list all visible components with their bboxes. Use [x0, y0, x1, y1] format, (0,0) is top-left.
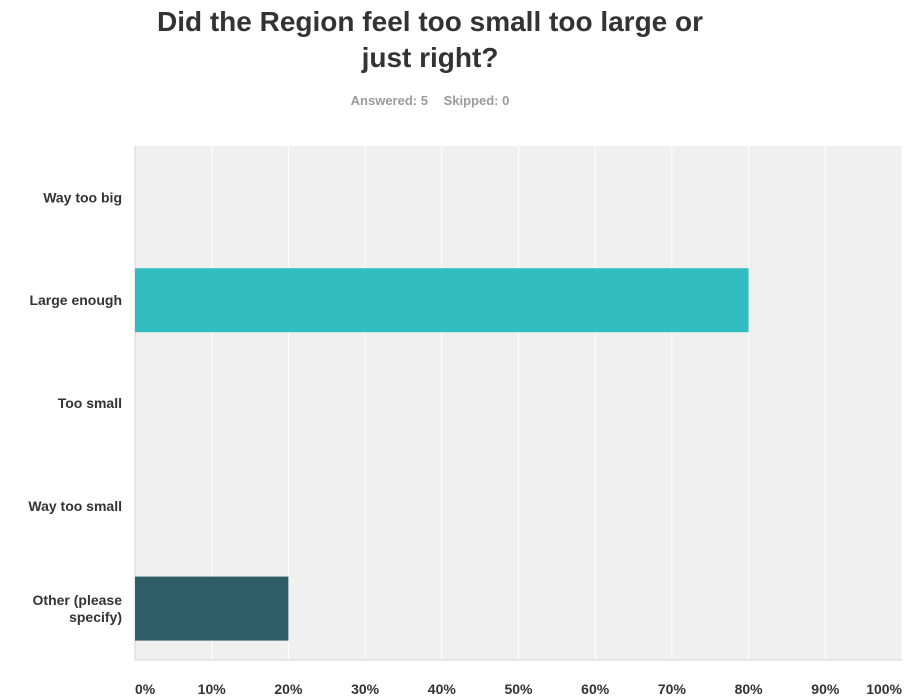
- category-label: specify): [69, 609, 122, 625]
- category-label: Other (please: [33, 592, 123, 608]
- bar: [135, 268, 749, 333]
- x-tick-label: 40%: [428, 681, 457, 697]
- x-tick-label: 0%: [135, 681, 156, 697]
- x-tick-label: 50%: [504, 681, 533, 697]
- chart-title: Did the Region feel too small too large …: [0, 4, 860, 76]
- x-tick-label: 20%: [274, 681, 303, 697]
- x-tick-label: 80%: [735, 681, 764, 697]
- category-label: Too small: [58, 395, 122, 411]
- bar: [135, 576, 289, 641]
- x-tick-label: 30%: [351, 681, 380, 697]
- chart-title-line-2: just right?: [361, 42, 499, 73]
- category-label: Large enough: [29, 292, 122, 308]
- x-tick-label: 70%: [658, 681, 687, 697]
- response-summary: Answered: 5 Skipped: 0: [0, 93, 860, 108]
- category-label: Way too big: [43, 189, 122, 205]
- x-tick-label: 10%: [198, 681, 227, 697]
- chart-title-line-1: Did the Region feel too small too large …: [156, 6, 704, 37]
- x-tick-label: 90%: [811, 681, 840, 697]
- x-tick-label: 100%: [866, 681, 902, 697]
- category-label: Way too small: [28, 498, 122, 514]
- x-tick-label: 60%: [581, 681, 610, 697]
- answered-count: Answered: 5: [350, 93, 428, 108]
- skipped-count: Skipped: 0: [443, 93, 510, 108]
